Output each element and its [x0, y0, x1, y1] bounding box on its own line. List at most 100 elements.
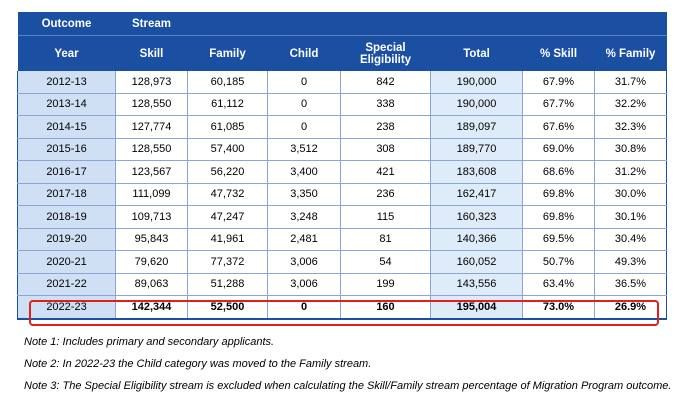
table-row: 2018-19 109,713 47,247 3,248 115 160,323 69.8%… [17, 205, 667, 229]
outcome-header: Outcome [17, 12, 116, 36]
cell-total: 190,000 [430, 71, 523, 94]
cell-total: 162,417 [430, 183, 523, 206]
table-row: 2019-20 95,843 41,961 2,481 81 140,366 69.5% 30… [17, 228, 667, 251]
cell-pct-family: 32.3% [594, 115, 667, 139]
cell-pct-skill: 69.8% [522, 205, 595, 229]
cell-pct-family: 30.1% [594, 205, 667, 229]
col-special-eligibility: Special Eligibility [340, 35, 431, 71]
cell-pct-family: 32.2% [594, 93, 667, 116]
cell-pct-skill: 73.0% [522, 295, 595, 320]
note-1: Note 1: Includes primary and secondary a… [24, 336, 275, 348]
table-row: 2013-14 128,550 61,112 0 338 190,000 67.7% 32.2… [17, 93, 667, 116]
cell-family: 77,372 [187, 250, 268, 274]
cell-pct-family: 49.3% [594, 250, 667, 274]
cell-total: 189,097 [430, 115, 523, 139]
table-row: 2017-18 111,099 47,732 3,350 236 162,417 69.8%… [17, 183, 667, 206]
cell-year: 2013-14 [17, 93, 116, 116]
cell-special-eligibility: 160 [340, 295, 431, 320]
cell-year: 2017-18 [17, 183, 116, 206]
table-row: 2020-21 79,620 77,372 3,006 54 160,052 50.7% 49… [17, 250, 667, 274]
cell-child: 0 [267, 295, 341, 320]
cell-skill: 79,620 [115, 250, 188, 274]
table-row: 2016-17 123,567 56,220 3,400 421 183,608 68.6%… [17, 160, 667, 184]
table-row: 2014-15 127,774 61,085 0 238 189,097 67.6% 32.3… [17, 115, 667, 139]
col-pct-family: % Family [594, 35, 667, 71]
cell-child: 3,400 [267, 160, 341, 184]
header-row-group: Outcome Stream [17, 12, 667, 36]
cell-special-eligibility: 338 [340, 93, 431, 116]
cell-pct-family: 31.7% [594, 71, 667, 94]
cell-special-eligibility: 115 [340, 205, 431, 229]
cell-skill: 89,063 [115, 273, 188, 296]
cell-year: 2014-15 [17, 115, 116, 139]
table-row: 2012-13 128,973 60,185 0 842 190,000 67.9% 31.7… [17, 71, 667, 94]
cell-pct-family: 30.0% [594, 183, 667, 206]
cell-child: 3,006 [267, 250, 341, 274]
migration-outcome-table: Outcome Stream Year Skill Family Child S… [17, 12, 667, 320]
col-skill: Skill [115, 35, 188, 71]
cell-pct-family: 30.4% [594, 228, 667, 251]
cell-family: 60,185 [187, 71, 268, 94]
cell-family: 51,288 [187, 273, 268, 296]
cell-child: 0 [267, 93, 341, 116]
note-2: Note 2: In 2022-23 the Child category wa… [24, 358, 372, 370]
cell-pct-family: 36.5% [594, 273, 667, 296]
cell-pct-skill: 63.4% [522, 273, 595, 296]
cell-year: 2019-20 [17, 228, 116, 251]
cell-special-eligibility: 81 [340, 228, 431, 251]
cell-total: 189,770 [430, 138, 523, 161]
cell-total: 190,000 [430, 93, 523, 116]
cell-skill: 127,774 [115, 115, 188, 139]
cell-year: 2012-13 [17, 71, 116, 94]
cell-skill: 142,344 [115, 295, 188, 320]
table-row: 2021-22 89,063 51,288 3,006 199 143,556 63.4% 3… [17, 273, 667, 296]
cell-family: 52,500 [187, 295, 268, 320]
cell-child: 3,512 [267, 138, 341, 161]
cell-skill: 111,099 [115, 183, 188, 206]
cell-child: 0 [267, 71, 341, 94]
cell-family: 47,732 [187, 183, 268, 206]
cell-skill: 128,550 [115, 93, 188, 116]
col-family: Family [187, 35, 268, 71]
cell-year: 2015-16 [17, 138, 116, 161]
cell-skill: 109,713 [115, 205, 188, 229]
col-pct-skill: % Skill [522, 35, 595, 71]
cell-child: 3,350 [267, 183, 341, 206]
cell-child: 2,481 [267, 228, 341, 251]
cell-child: 0 [267, 115, 341, 139]
cell-pct-family: 26.9% [594, 295, 667, 320]
cell-year: 2016-17 [17, 160, 116, 184]
cell-pct-skill: 67.6% [522, 115, 595, 139]
cell-skill: 95,843 [115, 228, 188, 251]
cell-pct-skill: 69.5% [522, 228, 595, 251]
cell-year: 2022-23 [17, 295, 116, 320]
cell-special-eligibility: 199 [340, 273, 431, 296]
cell-skill: 128,973 [115, 71, 188, 94]
cell-special-eligibility: 308 [340, 138, 431, 161]
cell-pct-skill: 69.0% [522, 138, 595, 161]
cell-total: 160,323 [430, 205, 523, 229]
cell-skill: 123,567 [115, 160, 188, 184]
col-total: Total [430, 35, 523, 71]
cell-pct-skill: 68.6% [522, 160, 595, 184]
cell-special-eligibility: 54 [340, 250, 431, 274]
cell-year: 2018-19 [17, 205, 116, 229]
cell-special-eligibility: 421 [340, 160, 431, 184]
cell-total: 183,608 [430, 160, 523, 184]
cell-pct-skill: 69.8% [522, 183, 595, 206]
cell-pct-family: 30.8% [594, 138, 667, 161]
cell-family: 61,085 [187, 115, 268, 139]
cell-year: 2020-21 [17, 250, 116, 274]
cell-total: 195,004 [430, 295, 523, 320]
cell-total: 160,052 [430, 250, 523, 274]
cell-pct-skill: 67.9% [522, 71, 595, 94]
table-row: 2022-23 142,344 52,500 0 160 195,004 73.0% 26.9… [17, 295, 667, 320]
cell-pct-skill: 67.7% [522, 93, 595, 116]
cell-total: 143,556 [430, 273, 523, 296]
cell-child: 3,248 [267, 205, 341, 229]
cell-special-eligibility: 842 [340, 71, 431, 94]
col-child: Child [267, 35, 341, 71]
stream-header: Stream [115, 12, 188, 36]
cell-skill: 128,550 [115, 138, 188, 161]
cell-special-eligibility: 236 [340, 183, 431, 206]
